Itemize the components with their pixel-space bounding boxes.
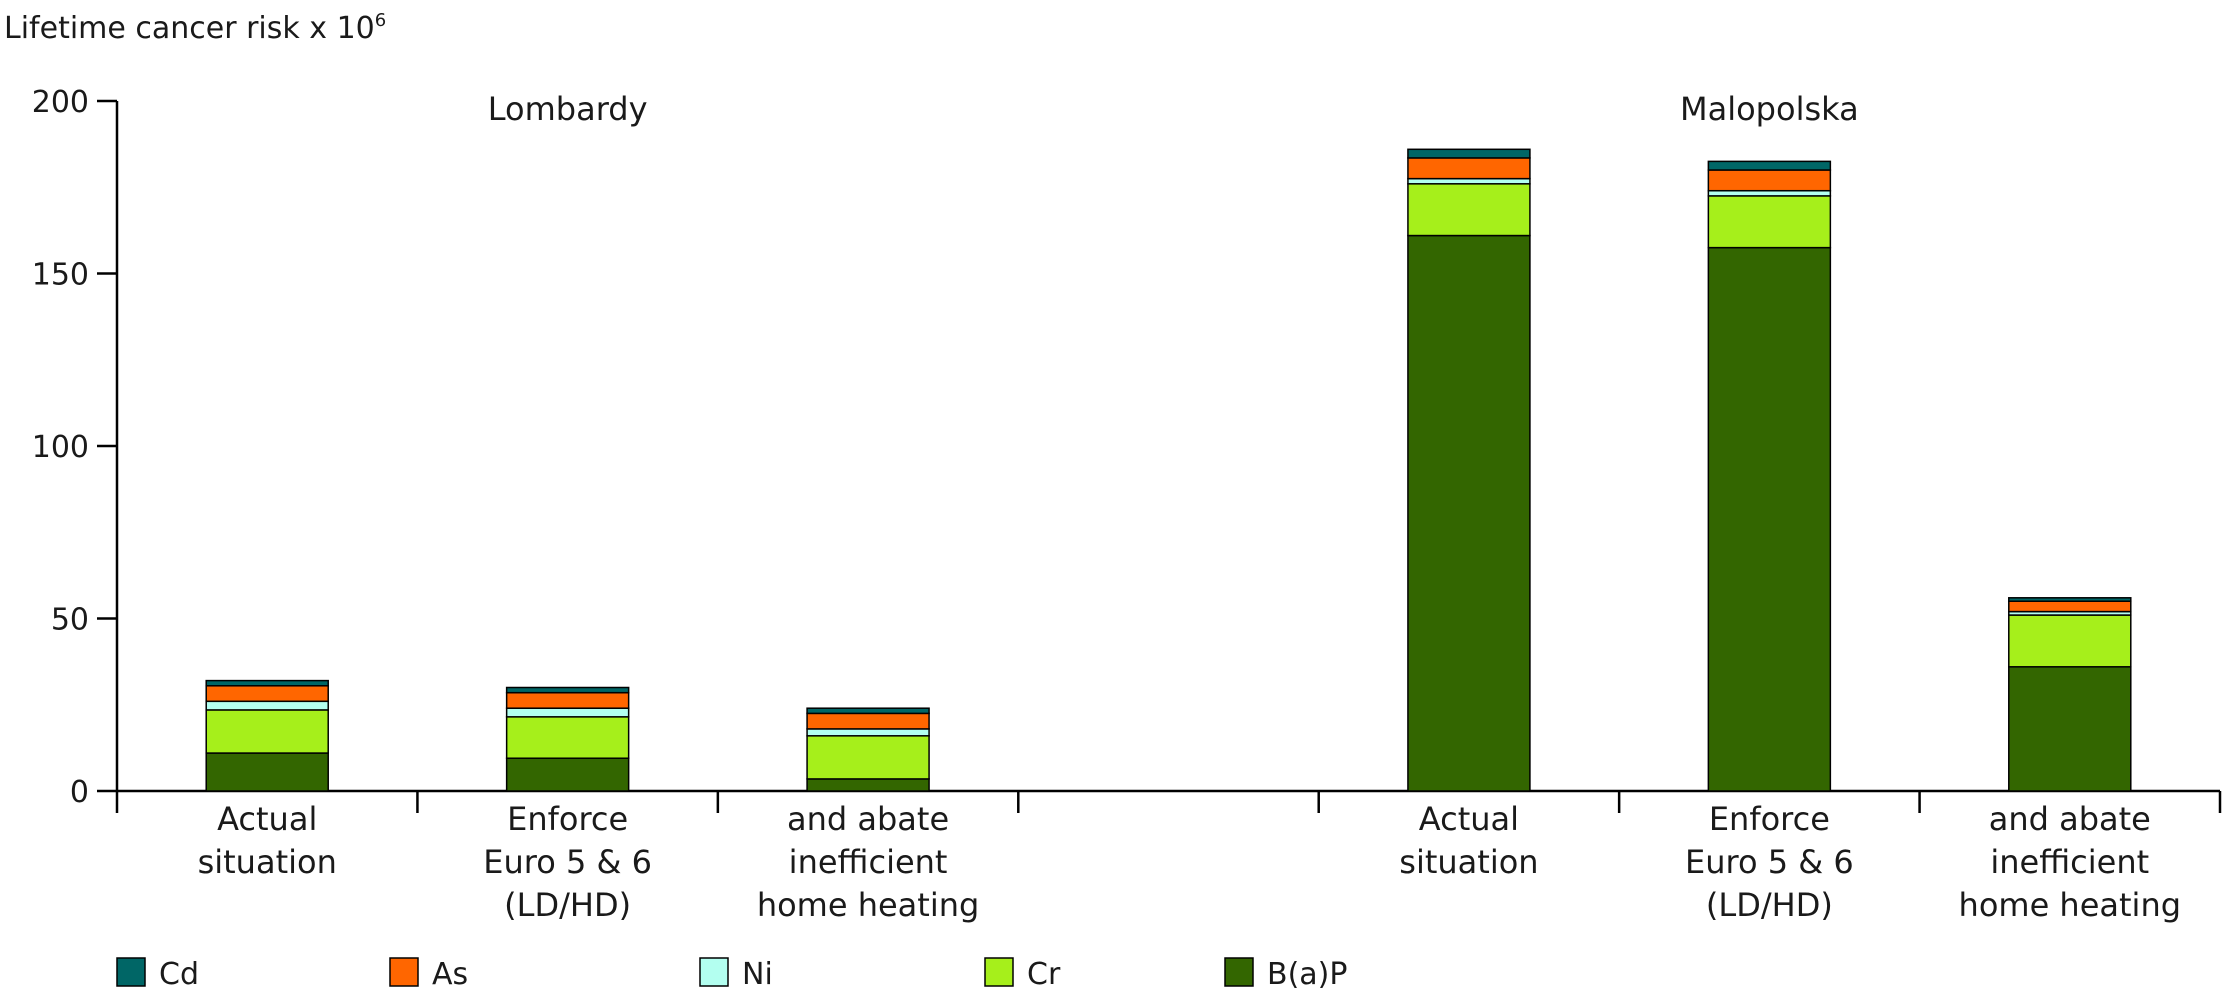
bar-segment-ni [806,728,930,737]
y-axis-title-superscript: 6 [375,10,386,31]
x-tick-label: situation [1399,843,1538,881]
legend-label: B(a)P [1267,957,1347,992]
bar-segment-cd [1407,148,1531,159]
x-tick-label: inefficient [789,843,948,881]
y-axis-title: Lifetime cancer risk x 106 [4,10,386,46]
bar-segment-as [806,712,930,730]
legend-item: As [389,957,468,992]
y-axis-title-text: Lifetime cancer risk x 10 [4,11,375,46]
x-tick-label: home heating [757,886,980,924]
legend-swatch [389,957,419,987]
bar-segment-ni [505,707,630,718]
legend-item: Ni [699,957,773,992]
legend-swatch [984,957,1014,987]
x-tick-label: and abate [1989,800,2151,838]
x-tick-label: Euro 5 & 6 [1685,843,1854,881]
group-title: Malopolska [1680,90,1859,128]
bar-segment-cr [1407,183,1531,237]
bar-segment-cr [2008,614,2132,668]
bar-segment-cr [1707,195,1832,249]
group-title: Lombardy [488,90,648,128]
bar-segment-cd [505,686,630,694]
x-tick-label: inefficient [1990,843,2149,881]
x-tick-label: and abate [787,800,949,838]
bar-segment-ni [1707,189,1832,197]
legend-item: Cr [984,957,1061,992]
bar-segment-cr [806,735,930,780]
legend: Cd As Ni Cr B(a)P [116,957,1347,992]
bar-segment-bap [505,757,630,792]
bar-segment-as [1707,169,1832,192]
y-tick-label: 100 [32,430,89,465]
x-tick-label: Enforce [507,800,628,838]
x-tick-label: Euro 5 & 6 [483,843,652,881]
bar-segment-cd [2008,597,2132,602]
bars [205,148,2132,792]
bar-segment-bap [1407,234,1531,792]
bar-segment-bap [1707,246,1832,792]
bar-segment-cr [205,709,329,754]
y-tick-label: 150 [32,258,89,293]
y-tick-label: 50 [51,603,89,638]
legend-label: As [432,957,468,992]
x-tick-label: (LD/HD) [504,886,631,924]
x-tick-label: home heating [1959,886,2182,924]
x-tick-label: (LD/HD) [1706,886,1833,924]
legend-label: Ni [742,957,773,992]
x-tick-label: Actual [217,800,317,838]
bar-segment-bap [205,752,329,792]
bar-segment-as [205,685,329,703]
legend-item: B(a)P [1224,957,1347,992]
bar-segment-bap [806,778,930,792]
bar-segment-as [505,691,630,709]
legend-swatch [116,957,146,987]
legend-swatch [699,957,729,987]
bar-segment-cd [205,679,329,687]
bar-segment-as [2008,600,2132,613]
x-tick-label: situation [198,843,337,881]
bar-segment-ni [205,700,329,711]
category-labels: Actual situation Enforce Euro 5 & 6 (LD/HD) a… [198,90,2181,924]
legend-label: Cr [1027,957,1061,992]
x-tick-label: Actual [1419,800,1519,838]
bar-segment-ni [1407,177,1531,185]
bar-segment-cd [1707,160,1832,171]
bar-segment-as [1407,157,1531,180]
bar-segment-bap [2008,666,2132,792]
y-tick-label: 0 [70,775,89,810]
legend-swatch [1224,957,1254,987]
bar-segment-cr [505,716,630,759]
bar-segment-cd [806,707,930,715]
legend-label: Cd [159,957,199,992]
axes: 0 50 100 150 200 [32,85,2222,813]
x-tick-label: Enforce [1709,800,1830,838]
legend-item: Cd [116,957,199,992]
y-tick-label: 200 [32,85,89,120]
